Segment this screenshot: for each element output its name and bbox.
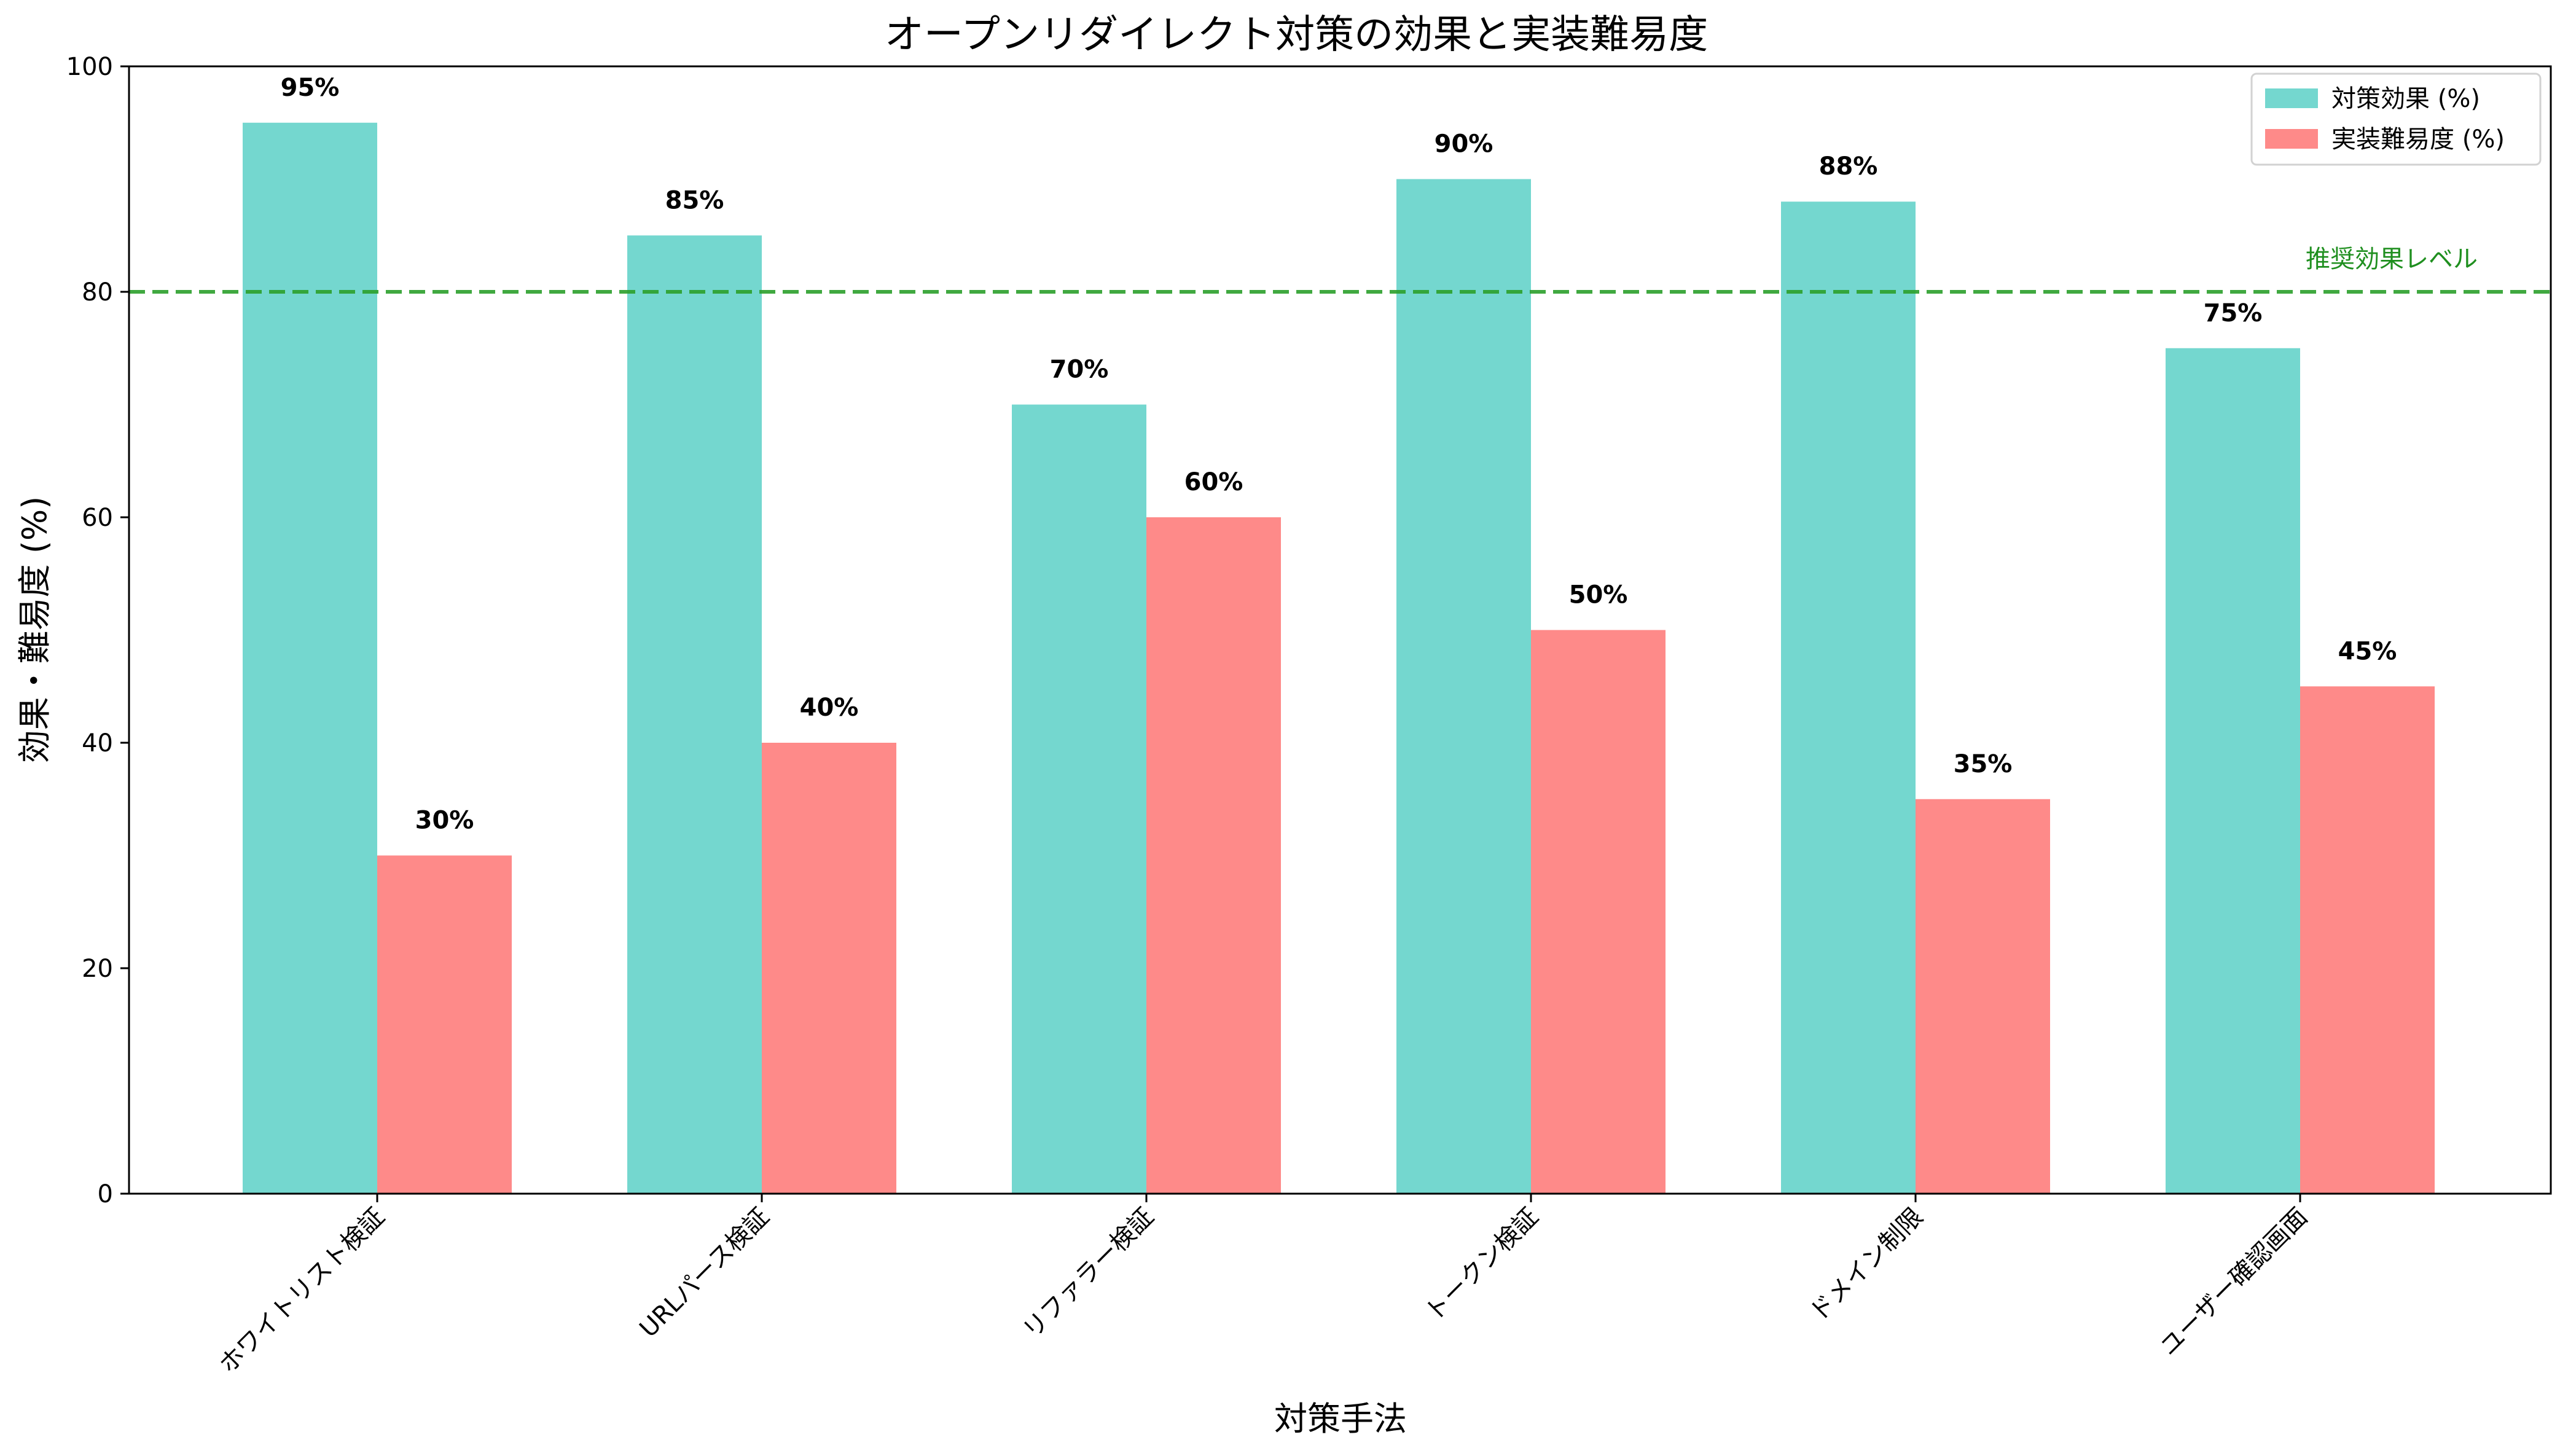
bar-effect-1 [627,235,762,1194]
bar-effect-4 [1781,202,1916,1194]
y-tick-label-3: 60 [82,504,113,532]
value-label-effect-2: 70% [1050,356,1109,384]
y-tick-label-2: 40 [82,729,113,757]
value-label-effect-4: 88% [1819,152,1878,181]
value-label-difficulty-5: 45% [2338,637,2397,665]
bar-effect-5 [2166,348,2300,1194]
bar-difficulty-0 [377,855,512,1194]
value-label-difficulty-0: 30% [415,807,474,835]
legend-box [2250,72,2542,166]
bar-effect-2 [1012,404,1146,1194]
bar-effect-3 [1396,179,1531,1194]
x-axis-label: 対策手法 [1274,1399,1407,1438]
y-tick-label-1: 20 [82,955,113,983]
plot-area: 95%30%ホワイトリスト検証85%40%URLパース検証70%60%リファラー… [66,53,2552,1379]
legend-swatch-0 [2265,88,2318,108]
reference-line-label: 推奨効果レベル [2306,245,2478,273]
chart-title: オープンリダイレクト対策の効果と実装難易度 [885,12,1708,58]
bar-effect-0 [243,122,377,1194]
value-label-effect-1: 85% [665,186,724,214]
value-label-effect-0: 95% [281,74,340,102]
legend-label-0: 対策効果 (%) [2331,85,2480,113]
value-label-difficulty-2: 60% [1184,468,1243,496]
legend-swatch-1 [2265,129,2318,149]
value-label-difficulty-4: 35% [1954,750,2013,778]
bar-difficulty-4 [1916,799,2050,1194]
bar-difficulty-3 [1531,630,1666,1194]
y-axis-label: 効果・難易度 (%) [15,496,54,764]
legend-label-1: 実装難易度 (%) [2331,125,2505,154]
value-label-difficulty-1: 40% [800,694,859,722]
plot-frame [128,65,2552,1195]
y-tick-label-0: 0 [98,1180,113,1208]
y-tick-label-4: 80 [82,278,113,307]
y-tick-label-5: 100 [66,53,113,81]
bar-difficulty-5 [2300,686,2435,1194]
bar-difficulty-1 [762,743,896,1194]
bar-difficulty-2 [1146,517,1281,1194]
value-label-effect-3: 90% [1435,130,1493,159]
value-label-difficulty-3: 50% [1569,581,1628,609]
value-label-effect-5: 75% [2204,299,2263,327]
